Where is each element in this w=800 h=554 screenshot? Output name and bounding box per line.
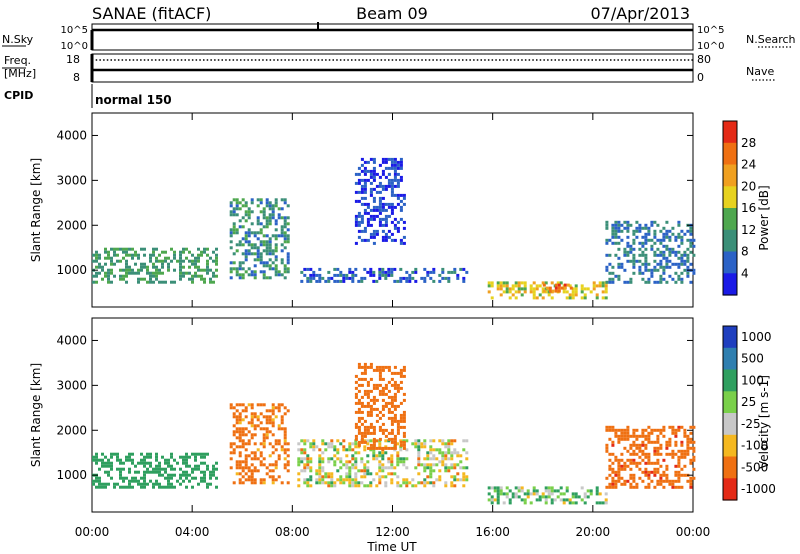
colorbar-segment [723,208,737,231]
colorbar-segment [723,391,737,414]
nsearch-tick-top: 10^5 [697,25,724,36]
nave-label: Nave [746,65,774,78]
x-tick-label: 20:00 [576,525,611,539]
data-region [487,486,608,505]
x-tick-label: 04:00 [175,525,210,539]
date-title: 07/Apr/2013 [590,4,690,23]
beam-title: Beam 09 [356,4,428,23]
colorbar-segment [723,456,737,479]
cpid-value: normal 150 [95,93,172,107]
velocity-colorbar: 1000 500 100 25 -25 -100 -500 -1000 [722,325,776,501]
nsky-label: N.Sky [2,33,34,46]
data-region [229,198,290,280]
colorbar-tick-label: 500 [741,352,764,366]
colorbar-segment [723,347,737,371]
nsky-tick-bottom: 10^0 [61,41,88,52]
y-tick-label: 3000 [56,173,87,187]
data-region [542,283,573,293]
x-tick-label: 00:00 [676,525,711,539]
cpid-label: CPID [4,89,33,102]
colorbar-segment [723,142,737,166]
colorbar-segment [723,229,737,253]
nave-tick-bottom: 0 [697,71,704,84]
velocity-y-ticks: 1000 2000 3000 4000 [56,333,693,482]
nsky-panel [91,23,694,51]
data-region [605,425,696,489]
data-region [229,403,290,485]
freq-label-1: Freq. [4,54,31,67]
data-region [92,247,218,284]
colorbar-tick-label: -25 [741,417,761,431]
colorbar-segment [723,121,737,144]
colorbar-segment [723,478,737,501]
data-region [297,439,469,488]
y-tick-label: 4000 [56,333,87,347]
y-tick-label: 4000 [56,128,87,142]
colorbar-tick-label: -500 [741,460,768,474]
colorbar-tick-label: 25 [741,395,756,409]
y-tick-label: 2000 [56,423,87,437]
time-axis-label: Time UT [366,540,417,554]
nsearch-tick-bottom: 10^0 [697,41,724,52]
power-colorbar-label: Power [dB] [757,185,771,250]
colorbar-tick-label: 1000 [741,330,772,344]
velocity-y-label: Slant Range [km] [29,363,43,467]
freq-tick-bottom: 8 [73,71,80,84]
x-tick-label: 00:00 [75,525,110,539]
station-title: SANAE (fitACF) [92,4,211,23]
colorbar-tick-label: 24 [741,158,756,172]
colorbar-segment [723,273,737,296]
colorbar-tick-label: 28 [741,136,756,150]
colorbar-tick-label: 8 [741,245,749,259]
colorbar-segment [723,251,737,274]
velocity-colorbar-label: Velocity [m s-1] [757,375,771,469]
power-y-ticks: 1000 2000 3000 4000 [56,128,693,277]
colorbar-segment [723,186,737,209]
freq-panel [91,53,694,83]
power-y-label: Slant Range [km] [29,158,43,262]
power-data [92,157,696,300]
data-region [605,220,696,284]
nsearch-label: N.Search [746,33,796,46]
colorbar-frame [722,325,738,501]
x-tick-label: 12:00 [375,525,410,539]
y-tick-label: 1000 [56,468,87,482]
y-tick-label: 2000 [56,218,87,232]
y-tick-label: 3000 [56,378,87,392]
colorbar-segment [723,326,737,349]
colorbar-tick-label: 16 [741,201,756,215]
velocity-data [92,362,696,505]
colorbar-segment [723,413,737,436]
x-tick-label: 08:00 [275,525,310,539]
data-region [300,267,469,283]
colorbar-tick-label: -1000 [741,482,776,496]
freq-label-2: [MHz] [4,67,36,80]
x-tick-label: 16:00 [475,525,510,539]
colorbar-frame [722,120,738,296]
freq-tick-top: 18 [66,53,80,66]
data-region [354,362,406,450]
nave-tick-top: 80 [697,53,711,66]
colorbar-segment [723,434,737,458]
nsky-tick-top: 10^5 [61,25,88,36]
colorbar-tick-label: 100 [741,373,764,387]
time-axis: 00:00 04:00 08:00 12:00 16:00 20:00 00:00 [75,113,711,539]
colorbar-tick-label: 4 [741,266,749,280]
colorbar-tick-label: -100 [741,439,768,453]
colorbar-segment [723,369,737,392]
data-region [92,452,218,489]
colorbar-tick-label: 12 [741,223,756,237]
y-tick-label: 1000 [56,263,87,277]
power-colorbar: 4 8 12 16 20 24 28 [722,120,756,296]
colorbar-segment [723,164,737,187]
power-panel: 1000 2000 3000 4000 Slant Range [km] 4 8 12 16… [29,112,771,308]
velocity-panel: 1000 2000 3000 4000 Slant Range [km] 1000 50… [29,317,776,513]
data-region [354,157,406,245]
colorbar-tick-label: 20 [741,179,756,193]
